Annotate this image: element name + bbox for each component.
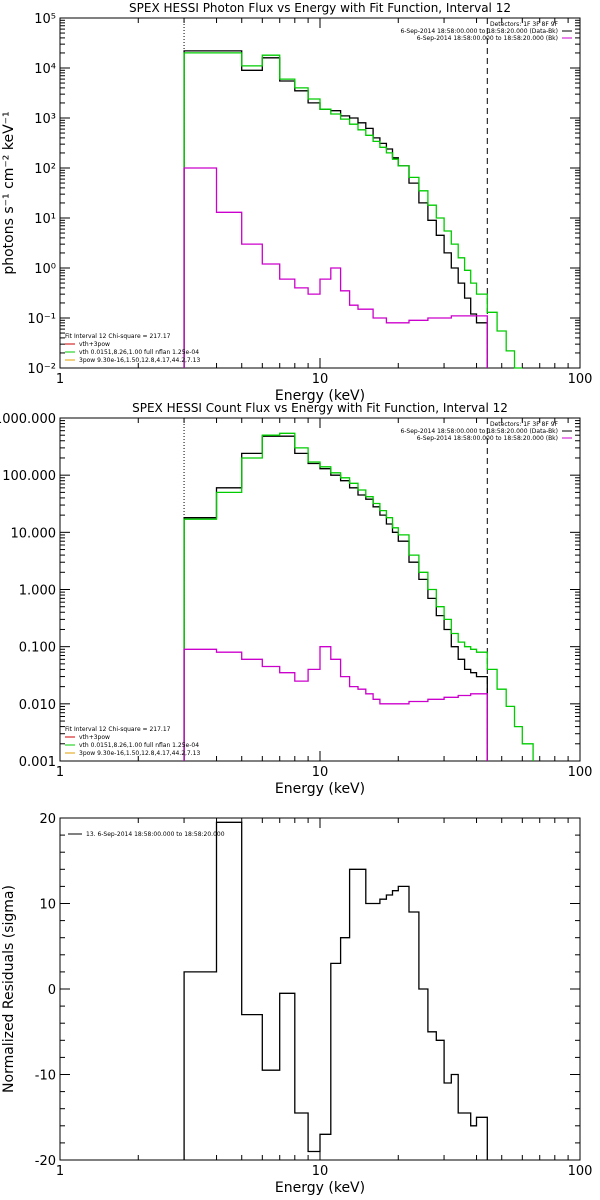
y-tick-label: 10 [39,898,56,913]
legend-entry: 6-Sep-2014 18:58:00.000 to 18:58:20.000 … [400,28,558,35]
y-tick-label: -10 [35,1069,56,1084]
x-tick-label: 100 [568,372,593,387]
y-tick-label: 0.100 [19,641,56,656]
x-axis-label: Energy (keV) [275,781,365,797]
x-tick-label: 10 [312,372,329,387]
count-flux-panel: 1 10 100 0.001 0.010 0.100 1.000 10.000 100.000 1… [0,401,592,797]
legend-entry: 3pow 9.30e-16,1.50,12.8,4.17,44.2,7.13 [79,357,200,364]
y-axis-label: Normalized Residuals (sigma) [1,885,17,1093]
x-tick-label: 10 [312,1164,329,1179]
chart-title: SPEX HESSI Count Flux vs Energy with Fit… [132,401,508,415]
y-tick-label: 0.010 [19,698,56,713]
x-tick-label: 1 [56,1164,64,1179]
legend-entry: Fit Interval 12 Chi-square = 217.17 [65,726,171,733]
y-tick-label: 20 [39,812,56,827]
legend-entry: Detectors: 1F 3F 8F 9F [490,21,559,28]
photon-flux-panel: 1 10 100 10⁻² 10⁻¹ 10⁰ 10¹ 10² 10³ 10⁴ 10⁵ SPEX HES… [1,1,592,404]
chart-title: SPEX HESSI Photon Flux vs Energy with Fi… [129,1,511,15]
series-line [183,646,488,761]
y-tick-label: 0 [48,983,56,998]
x-tick-label: 10 [312,765,329,780]
x-tick-label: 100 [568,1164,593,1179]
legend-entry: 13. 6-Sep-2014 18:58:00.000 to 18:58:20.… [86,831,225,838]
y-tick-label: 10⁵ [34,12,56,27]
x-axis-label: Energy (keV) [275,388,365,404]
y-tick-label: -20 [35,1154,56,1169]
y-tick-label: 1.000 [19,584,56,599]
legend-entry: vth+3pow [79,341,110,348]
x-tick-label: 100 [568,765,593,780]
y-tick-label: 10⁴ [34,62,56,77]
series-line [183,50,488,368]
y-tick-label: 0.001 [19,755,56,770]
y-tick-label: 10² [34,162,56,177]
series-line [183,432,534,761]
legend-entry: vth 0.0151,8.26,1.00 full nflan 1.25e-04 [79,742,199,749]
residuals-panel: 1 10 100 -20 -10 0 10 20 Energy (keV) Normalized … [1,812,592,1196]
legend-entry: 6-Sep-2014 18:58:00.000 to 18:58:20.000 … [417,435,558,442]
plot-frame [59,17,581,369]
y-tick-label: 10⁻² [27,362,56,377]
series-line [183,435,488,761]
legend-entry: vth+3pow [79,734,110,741]
y-axis-label: photons s⁻¹ cm⁻² keV⁻¹ [1,111,17,274]
legend-entry: Fit Interval 12 Chi-square = 217.17 [65,333,171,340]
legend-entry: 6-Sep-2014 18:58:00.000 to 18:58:20.000 … [400,428,558,435]
legend-entry: 6-Sep-2014 18:58:00.000 to 18:58:20.000 … [417,35,558,42]
legend-entry: Detectors: 1F 3F 8F 9F [490,421,559,428]
series-line [183,167,488,368]
y-tick-label: 10⁻¹ [27,312,56,327]
x-axis-label: Energy (keV) [275,1180,365,1196]
y-tick-label: 1000.000 [0,412,56,427]
y-tick-label: 10³ [34,112,56,127]
series-line [183,821,488,1160]
x-tick-label: 1 [56,765,64,780]
y-tick-label: 10¹ [34,212,56,227]
y-tick-label: 10⁰ [34,262,56,277]
plot-frame [59,817,581,1161]
x-tick-label: 1 [56,372,64,387]
y-tick-label: 100.000 [2,469,56,484]
legend-entry: vth 0.0151,8.26,1.00 full nflan 1.25e-04 [79,349,199,356]
plot-frame [59,417,581,762]
series-line [183,52,523,369]
legend-entry: 3pow 9.30e-16,1.50,12.8,4.17,44.2,7.13 [79,750,200,757]
y-tick-label: 10.000 [11,526,57,541]
